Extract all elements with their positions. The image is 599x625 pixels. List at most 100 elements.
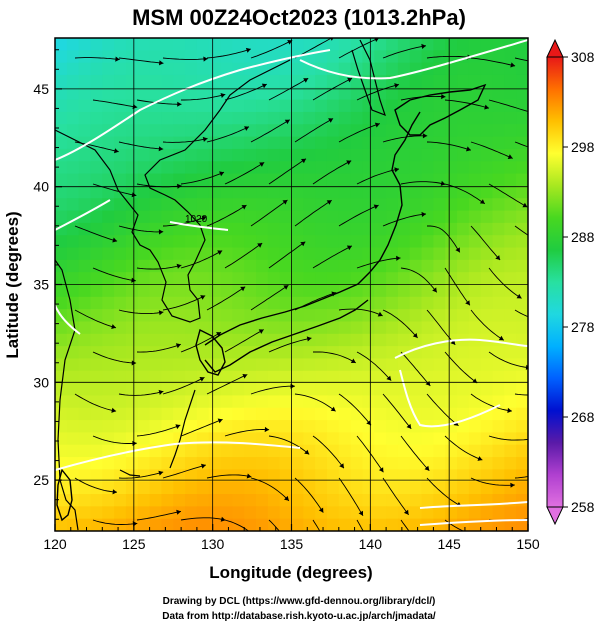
- heat-cell: [279, 247, 293, 261]
- heat-cell: [244, 136, 257, 150]
- streamline-arrow: [217, 250, 223, 255]
- heat-cell: [232, 99, 245, 113]
- heat-cell: [196, 370, 210, 384]
- heat-cell: [516, 346, 528, 360]
- heat-cell: [55, 333, 68, 347]
- heat-cell: [303, 444, 316, 458]
- heat-cell: [468, 469, 482, 483]
- heat-cell: [468, 346, 482, 360]
- heat-cell: [433, 395, 446, 409]
- heat-cell: [504, 407, 517, 421]
- heat-cell: [173, 321, 186, 335]
- heat-cell: [303, 136, 316, 150]
- heat-cell: [220, 309, 233, 323]
- heat-cell: [185, 333, 198, 347]
- heat-cell: [102, 296, 115, 310]
- heat-cell: [185, 469, 198, 483]
- heat-cell: [504, 321, 517, 335]
- heat-cell: [232, 358, 245, 372]
- heat-cell: [350, 136, 364, 150]
- heat-cell: [114, 296, 127, 310]
- heat-cell: [504, 210, 517, 224]
- heat-cell: [66, 99, 80, 113]
- heat-cell: [267, 309, 281, 323]
- heat-cell: [386, 494, 399, 507]
- heat-cell: [362, 210, 375, 224]
- heat-cell: [516, 235, 528, 249]
- heat-cell: [315, 99, 328, 113]
- heat-cell: [315, 259, 328, 273]
- streamline: [338, 477, 364, 517]
- streamline-arrow: [203, 56, 208, 62]
- heat-cell: [102, 284, 115, 298]
- heat-cell: [279, 346, 293, 360]
- colorbar-tick-label: 308: [571, 49, 595, 65]
- heat-cell: [445, 370, 458, 384]
- streamline-arrow: [257, 243, 263, 248]
- heat-cell: [244, 198, 257, 212]
- streamline-arrow: [394, 167, 399, 173]
- heat-cell: [421, 161, 434, 175]
- heat-cell: [90, 506, 103, 520]
- streamline: [118, 309, 164, 315]
- heat-cell: [457, 395, 470, 409]
- streamline-arrow: [201, 215, 207, 221]
- heat-cell: [504, 296, 517, 310]
- heat-cell: [468, 284, 482, 298]
- heat-cell: [492, 383, 505, 397]
- heat-cell: [137, 506, 151, 520]
- heat-cell: [208, 469, 222, 483]
- heat-cell: [504, 518, 517, 531]
- heat-cell: [386, 296, 399, 310]
- streamline-arrow: [373, 204, 379, 210]
- heat-cell: [409, 358, 423, 372]
- heat-cell: [303, 235, 316, 249]
- streamline-arrow: [386, 375, 392, 381]
- heat-cell: [256, 185, 269, 199]
- heat-cell: [397, 124, 411, 138]
- heat-cell: [445, 383, 458, 397]
- heat-cell: [102, 457, 115, 470]
- heat-cell: [232, 309, 245, 323]
- coastline-japan-honshu: [204, 111, 421, 346]
- heat-cell: [326, 395, 340, 409]
- heat-cell: [362, 74, 375, 88]
- heat-cell: [350, 333, 364, 347]
- heat-cell: [149, 148, 163, 162]
- heat-cell: [102, 62, 115, 76]
- streamline-arrow: [394, 83, 399, 89]
- heat-cell: [315, 346, 328, 360]
- heat-cell: [386, 247, 399, 261]
- heat-cell: [516, 148, 528, 162]
- streamline-arrow: [477, 456, 483, 461]
- heat-cell: [326, 272, 340, 286]
- heat-cell: [208, 506, 222, 520]
- streamline: [382, 477, 409, 516]
- heat-cell: [386, 210, 399, 224]
- streamline: [92, 183, 137, 196]
- heat-cell: [492, 247, 505, 261]
- heat-cell: [433, 272, 446, 286]
- streamline: [400, 181, 446, 185]
- streamline: [382, 213, 427, 227]
- heat-cell: [315, 420, 328, 433]
- streamline: [514, 393, 528, 396]
- heat-cell: [279, 38, 293, 51]
- heat-cell: [185, 247, 198, 261]
- heat-cell: [492, 296, 505, 310]
- heat-cell: [90, 370, 103, 384]
- heat-cell: [445, 210, 458, 224]
- heat-cell: [291, 222, 304, 236]
- heat-cell: [208, 481, 222, 495]
- heat-cell: [350, 444, 364, 458]
- streamline: [74, 393, 117, 412]
- heat-cell: [409, 161, 423, 175]
- heat-cell: [55, 321, 68, 335]
- x-tick-label: 125: [122, 536, 146, 552]
- streamline-arrow: [200, 295, 206, 300]
- heat-cell: [78, 50, 92, 64]
- heat-cell: [220, 185, 233, 199]
- heat-cell: [433, 74, 446, 88]
- heat-cell: [397, 161, 411, 175]
- heat-cell: [256, 506, 269, 520]
